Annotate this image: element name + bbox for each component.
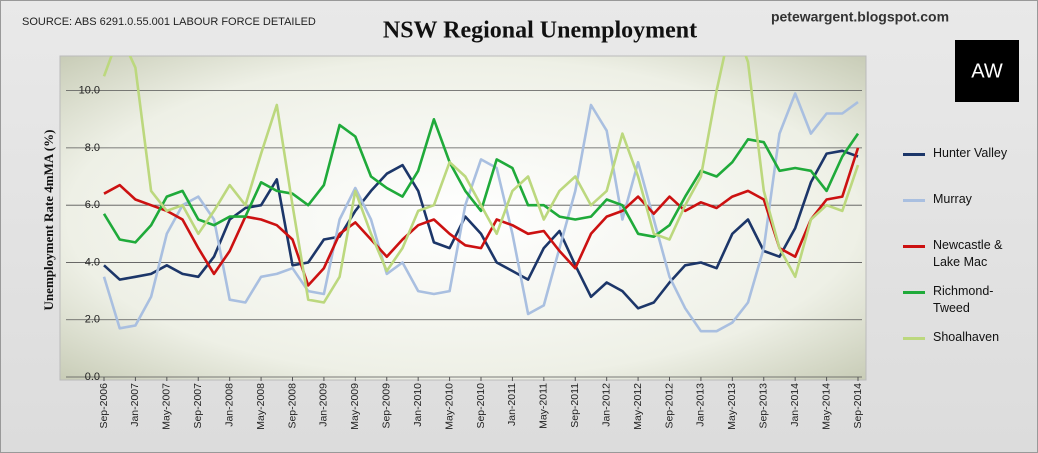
x-tick-label: May-2011 xyxy=(538,383,550,429)
x-tick-label: Jan-2014 xyxy=(789,383,801,427)
legend-label: Richmond-Tweed xyxy=(933,284,994,315)
legend-swatch xyxy=(903,291,925,294)
x-tick-label: May-2013 xyxy=(726,383,738,430)
legend-label: Shoalhaven xyxy=(933,330,1000,344)
legend-item: Newcastle & Lake Mac xyxy=(903,237,1028,283)
logo-text: AW xyxy=(971,60,1003,82)
chart-title: NSW Regional Unemployment xyxy=(383,18,697,44)
x-tick-label: Sep-2009 xyxy=(381,383,393,429)
legend-item: Murray xyxy=(903,191,1028,237)
x-tick-label: Sep-2013 xyxy=(758,383,770,429)
logo xyxy=(955,40,1019,102)
series-line xyxy=(102,56,860,304)
series-line xyxy=(102,92,859,333)
x-tick-label: May-2012 xyxy=(632,383,644,430)
legend-item: Richmond-Tweed xyxy=(903,283,1028,329)
y-axis-title: Unemployment Rate 4mMA (%) xyxy=(41,130,56,311)
x-tick-label: Sep-2014 xyxy=(852,383,864,429)
legend-label: Newcastle & Lake Mac xyxy=(933,238,1003,269)
x-tick-label: Sep-2012 xyxy=(663,383,675,429)
legend-swatch xyxy=(903,245,925,248)
x-tick-label: Sep-2007 xyxy=(192,383,204,429)
x-tick-label: Sep-2006 xyxy=(98,383,110,429)
x-tick-label: Jan-2010 xyxy=(412,383,424,427)
grid: 0.0 2.0 4.0 6.0 8.0 10.0 Sep-2006 Jan-2007 May-2… xyxy=(66,85,864,430)
lines xyxy=(102,56,860,333)
x-tick-label: May-2007 xyxy=(161,383,173,430)
x-tick-label: May-2008 xyxy=(255,383,267,430)
x-tick-label: Jan-2011 xyxy=(506,383,518,426)
legend-swatch xyxy=(903,337,925,340)
x-tick-label: May-2010 xyxy=(443,383,455,430)
legend-label: Hunter Valley xyxy=(933,146,1008,160)
legend: Hunter Valley Murray Newcastle & Lake Mac R… xyxy=(903,145,1028,375)
x-tick-label: Jan-2013 xyxy=(695,383,707,427)
x-tick-label: Jan-2008 xyxy=(223,383,235,427)
x-tick-label: Sep-2011 xyxy=(569,383,581,428)
y-tick-label: 10.0 xyxy=(79,85,100,97)
blog-url: petewargent.blogspot.com xyxy=(771,9,949,25)
legend-swatch xyxy=(903,199,925,202)
source-note: SOURCE: ABS 6291.0.55.001 LABOUR FORCE D… xyxy=(22,16,316,28)
series-line xyxy=(103,149,859,310)
y-tick-label: 6.0 xyxy=(85,199,100,211)
legend-item: Shoalhaven xyxy=(903,329,1028,375)
legend-label: Murray xyxy=(933,192,972,206)
y-tick-label: 4.0 xyxy=(85,256,100,268)
legend-item: Hunter Valley xyxy=(903,145,1028,191)
x-tick-label: May-2009 xyxy=(349,383,361,430)
y-tick-label: 2.0 xyxy=(85,314,100,326)
x-tick-label: Sep-2010 xyxy=(475,383,487,429)
x-tick-label: Jan-2009 xyxy=(318,383,330,427)
x-tick-label: Jan-2012 xyxy=(600,383,612,427)
series-line xyxy=(102,118,860,244)
y-tick-label: 0.0 xyxy=(85,371,100,383)
series-line xyxy=(103,147,860,287)
x-tick-label: Jan-2007 xyxy=(129,383,141,427)
y-tick-label: 8.0 xyxy=(85,142,100,154)
x-tick-label: May-2014 xyxy=(820,383,832,430)
x-tick-label: Sep-2008 xyxy=(286,383,298,429)
legend-swatch xyxy=(903,153,925,156)
